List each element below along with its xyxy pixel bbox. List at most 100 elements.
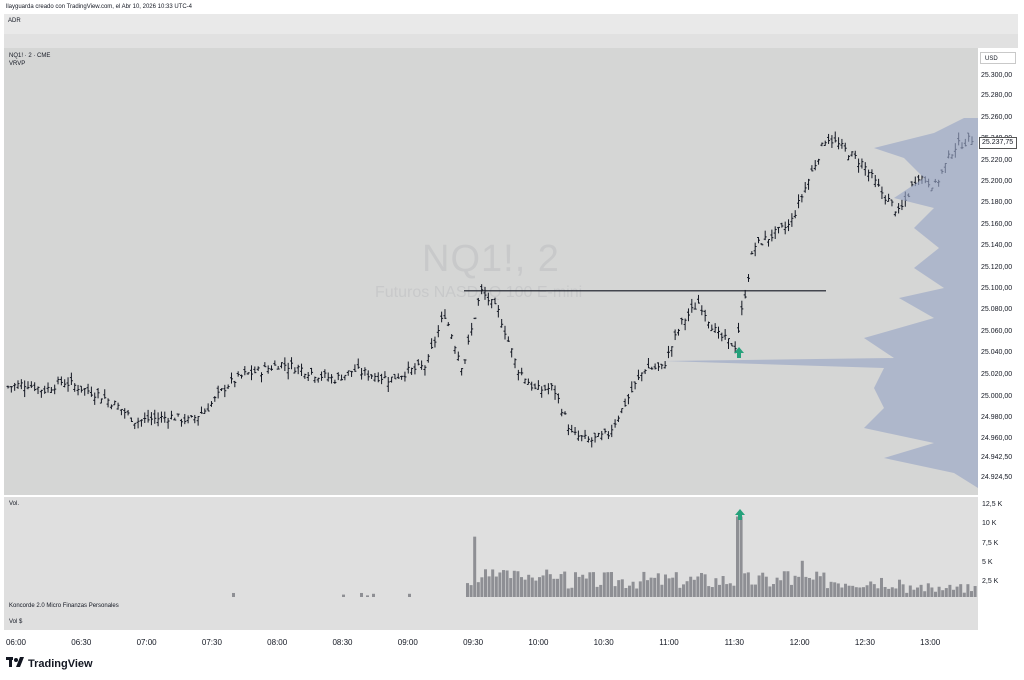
volume-bar (646, 580, 649, 597)
price-tick-label: 25.300,00 (981, 72, 1013, 79)
ohlc-bar (686, 308, 690, 322)
volume-bar (916, 587, 919, 597)
volume-bar (869, 581, 873, 597)
price-bars (6, 118, 978, 488)
volume-bar (476, 582, 480, 597)
ohlc-bar (790, 213, 794, 227)
vol-dollar-pane[interactable]: Vol $ (4, 614, 978, 630)
ohlc-bar (79, 385, 83, 393)
ohlc-bar (753, 242, 757, 257)
ohlc-bar (53, 384, 57, 395)
ohlc-bar (99, 398, 103, 404)
ohlc-bar (496, 305, 500, 318)
ohlc-bar (126, 409, 130, 416)
volume-bar (782, 571, 786, 597)
volume-bar (635, 588, 639, 597)
ohlc-bar (386, 376, 390, 392)
ohlc-bar (303, 373, 307, 379)
ohlc-bar (493, 297, 497, 305)
ohlc-bar (543, 384, 547, 391)
ohlc-bar (830, 135, 834, 148)
volume-bar (642, 571, 646, 597)
ohlc-bar (506, 336, 510, 342)
ohlc-bar (23, 380, 27, 398)
volume-bar (649, 577, 653, 597)
ohlc-bar (250, 365, 254, 381)
ohlc-bar (86, 383, 90, 395)
symbol-info[interactable]: NQ1! · 2 · CME (9, 53, 51, 59)
ohlc-bar (540, 386, 544, 398)
price-tick-label: 24.942,50 (981, 454, 1013, 461)
ohlc-bar (860, 158, 864, 169)
ohlc-bar (503, 325, 507, 340)
ohlc-bar (877, 178, 881, 187)
time-tick-label: 07:30 (201, 638, 222, 647)
ohlc-bar (410, 367, 414, 375)
ohlc-bar (293, 367, 297, 374)
ohlc-bar (800, 194, 804, 203)
volume-pane[interactable]: Vol. (4, 497, 978, 600)
vrvp-indicator-label[interactable]: VRVP (9, 61, 26, 67)
ohlc-bar (26, 381, 30, 390)
volume-bar (566, 588, 570, 597)
ohlc-bar (636, 369, 640, 381)
ohlc-bar (733, 341, 737, 354)
volume-bar (901, 584, 905, 597)
volume-bar (959, 584, 963, 597)
ohlc-bar (693, 302, 697, 310)
ohlc-bar (159, 411, 163, 423)
ohlc-bar (263, 362, 267, 368)
ohlc-bar (550, 383, 554, 391)
ohlc-bar (209, 401, 213, 407)
tradingview-logo[interactable]: TradingView (6, 657, 93, 670)
koncorde-label[interactable]: Koncorde 2.0 Micro Finanzas Personales (9, 603, 119, 609)
price-axis[interactable]: 25.300,0025.280,0025.260,0025.240,0025.2… (978, 48, 1018, 495)
price-tick-label: 25.040,00 (981, 349, 1013, 356)
volume-bar (366, 595, 369, 597)
ohlc-bar (283, 357, 287, 372)
ohlc-bar (356, 358, 360, 369)
price-tick-label: 24.924,50 (981, 474, 1013, 481)
volume-bar (360, 592, 363, 597)
ohlc-bar (726, 338, 730, 349)
ohlc-bar (236, 371, 240, 377)
volume-bar (811, 579, 815, 597)
ohlc-bar (556, 393, 560, 404)
ohlc-bar (139, 419, 143, 427)
ohlc-bar (123, 408, 127, 419)
koncorde-pane[interactable]: Koncorde 2.0 Micro Finanzas Personales (4, 600, 978, 614)
time-tick-label: 12:00 (789, 638, 810, 647)
ohlc-bar (737, 322, 741, 333)
volume-bar (937, 586, 941, 597)
vol-dollar-label[interactable]: Vol $ (9, 619, 23, 625)
ohlc-bar (460, 367, 464, 376)
price-chart-pane[interactable]: NQ1! · 2 · CME VRVP NQ1!, 2 Futuros NASD… (4, 48, 978, 495)
price-tick-label: 25.260,00 (981, 114, 1013, 121)
volume-bar (689, 576, 693, 597)
ohlc-bar (363, 367, 367, 376)
currency-selector[interactable]: USD (980, 52, 1016, 64)
ohlc-bar (780, 222, 784, 228)
volume-label[interactable]: Vol. (9, 501, 20, 507)
ohlc-bar (36, 386, 40, 395)
time-tick-label: 06:00 (5, 638, 27, 647)
volume-bar (826, 588, 829, 597)
volume-bar (829, 581, 833, 597)
volume-bar (466, 583, 469, 597)
ohlc-bar (186, 415, 190, 424)
price-tick-label: 24.980,00 (981, 414, 1013, 421)
volume-bar (703, 574, 707, 597)
volume-bar (671, 577, 675, 597)
ohlc-bar (713, 323, 717, 333)
ohlc-bar (470, 322, 474, 336)
ohlc-bar (280, 362, 284, 369)
ohlc-bar (893, 211, 897, 217)
ohlc-bar (520, 367, 524, 376)
volume-bar (487, 576, 491, 597)
volume-bar (750, 584, 754, 597)
volume-bar (685, 581, 689, 597)
ohlc-bar (660, 363, 664, 370)
volume-bar (469, 585, 473, 597)
ohlc-bar (716, 326, 720, 339)
time-axis[interactable]: 06:00 06:30 07:00 07:30 08:00 08:30 09:00 09:30… (0, 630, 1024, 650)
